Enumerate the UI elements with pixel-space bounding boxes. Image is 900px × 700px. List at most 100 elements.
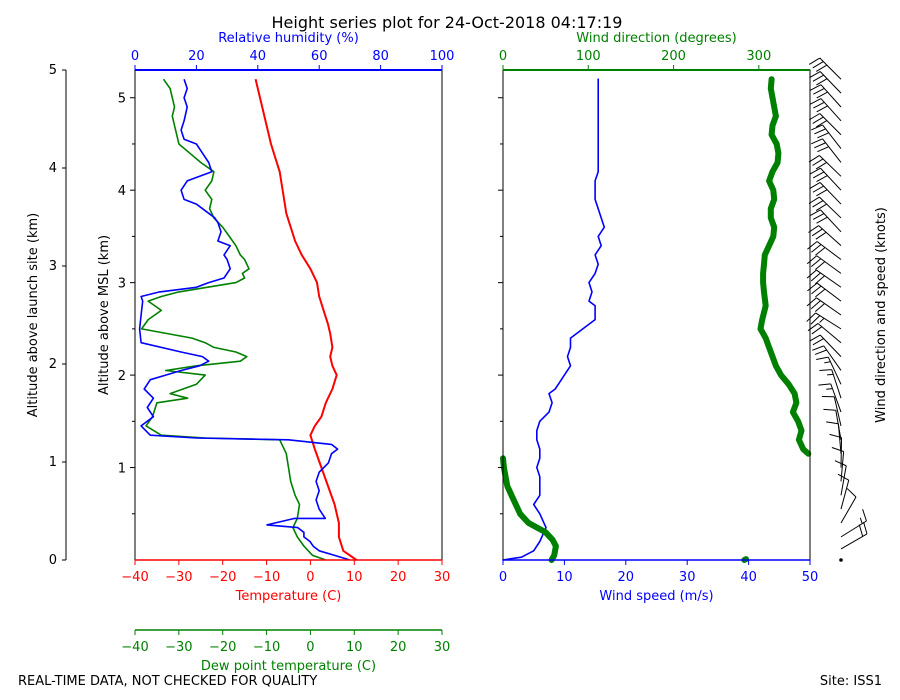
wind-barb [806,312,842,330]
dewpoint-tick-label: −40 [121,640,148,655]
barb-full-flag [812,61,824,69]
dewpoint-tick-label: −30 [165,640,192,655]
barb-full-flag [816,175,828,182]
temperature-tick-label: 0 [306,570,314,585]
wind-barb [806,255,842,274]
wind-speed-tick-label: 20 [618,570,635,585]
wind-barb [809,209,842,233]
barb-full-flag [815,162,827,170]
barb-full-flag [863,521,868,535]
barb-full-flag [837,473,850,481]
barb-full-flag [809,98,822,105]
barb-full-flag [806,269,817,279]
wind-barb [821,395,842,427]
barb-staff [822,124,842,149]
temperature-tick-label: 30 [434,570,451,585]
temperature-tick-label: 20 [390,570,407,585]
barb-half-flag [819,317,825,323]
barb-full-flag [808,155,820,163]
wind-barb [823,408,842,440]
outer-axis-label: Altitude above launch site (km) [26,213,41,417]
barb-half-flag [826,388,833,390]
barb-full-flag [816,189,828,197]
wind-barb [809,334,842,357]
barb-staff [817,323,842,344]
wind-direction-tick-label: 0 [499,49,507,64]
wind-barbs [806,57,868,562]
barb-full-flag [808,57,821,65]
barb-full-flag [814,349,827,355]
wind-speed-series-line [502,78,606,561]
outer-tick-label: 5 [49,63,57,78]
barb-full-flag [812,213,825,220]
barb-full-flag [816,105,828,113]
wind-barb [840,521,868,550]
humidity-tick-label: 60 [311,49,328,64]
wind-speed-tick-label: 30 [679,570,696,585]
barb-full-flag [811,124,823,131]
barb-full-flag [809,209,821,217]
dewpoint-axis-label: Dew point temperature (C) [201,659,376,674]
wind-barb [840,488,857,524]
site-label: Site: ISS1 [819,674,882,689]
barb-full-flag [814,275,825,285]
barb-full-flag [811,138,823,145]
barb-full-flag [808,113,821,121]
wind-panel: 0 10 20 30 40 50 Wind speed (m/s) 0 100 200 300 Win… [498,31,889,604]
wind-barb [811,138,842,163]
barb-full-flag [806,297,817,307]
wind-series [500,76,812,563]
barb-staff [820,98,842,122]
barb-full-flag [810,315,821,325]
outer-tick-label: 2 [49,357,57,372]
outer-tick-label: 1 [49,455,57,470]
barb-full-flag [812,158,824,166]
barb-full-flag [810,272,821,282]
wind-barb [819,369,842,399]
barb-full-flag [862,509,867,522]
wind-barb [808,57,842,80]
wind-speed-tick-label: 0 [499,570,507,585]
wind-speed-tick-label: 50 [802,570,819,585]
wind-barb [816,356,842,385]
temperature-tick-label: −20 [209,570,236,585]
thermo-axes: 1 2 3 4 5 Altitude above MSL (km) −40 −30 −20 −10… [97,31,454,674]
barb-full-flag [812,171,825,179]
barb-staff [833,396,842,427]
outer-tick-label: 4 [49,161,57,176]
thermo-y-tick-label: 5 [118,92,126,107]
barb-full-flag [816,78,828,86]
barb-full-flag [826,421,839,425]
wind-barb [806,269,842,288]
temperature-tick-label: −30 [165,570,192,585]
barb-full-flag [819,369,832,372]
barb-full-flag [816,356,829,360]
barb-half-flag [859,517,863,524]
wind-barb [809,182,842,205]
temperature-tick-label: −10 [253,570,280,585]
wind-barb [808,196,842,219]
wind-barb [807,323,842,344]
wind-direction-tick-label: 300 [746,49,771,64]
barb-full-flag [810,258,822,268]
outer-tick-label: 0 [49,553,57,568]
thermo-y-tick-label: 2 [118,369,126,384]
barb-full-flag [811,326,823,335]
wind-barb [811,124,842,149]
launch-altitude-axis: 0 1 2 3 4 5 Altitude above launch site (km) [26,63,67,568]
thermo-y-tick-label: 4 [118,184,126,199]
wind-barb [809,71,842,94]
wind-direction-series-line [500,455,559,563]
barb-full-flag [815,231,827,240]
barb-full-flag [816,216,828,224]
barb-full-flag [815,261,826,270]
barb-full-flag [815,203,827,212]
barb-full-flag [807,282,818,292]
barb-full-flag [806,255,818,265]
wind-direction-series-line [757,76,812,457]
barb-full-flag [823,408,836,411]
barb-full-flag [811,285,822,295]
wind-barb [808,113,842,136]
